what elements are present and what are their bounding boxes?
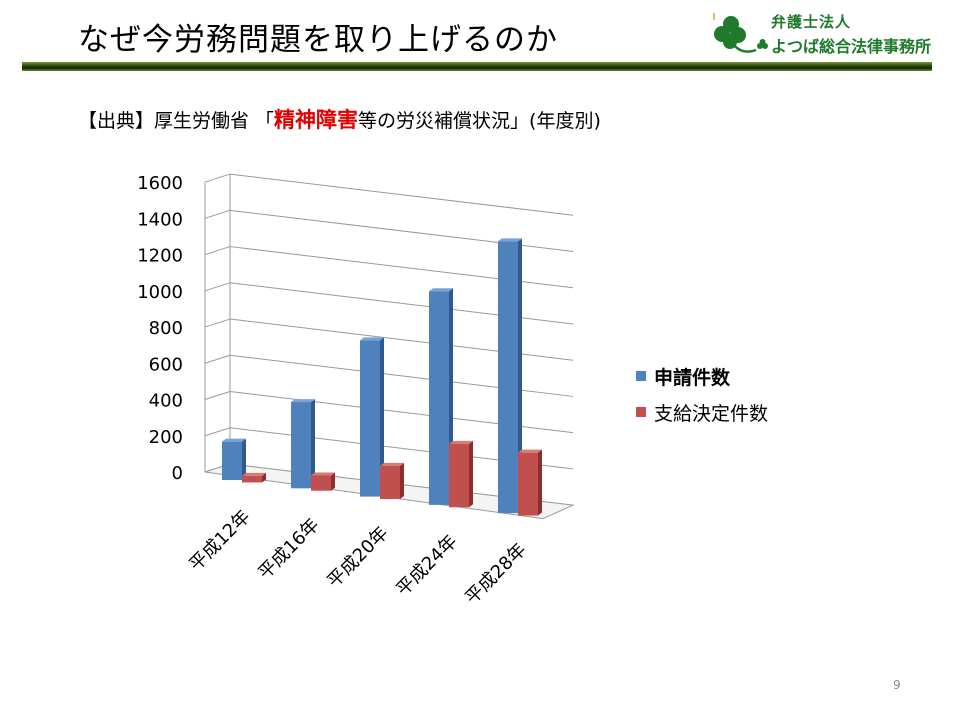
grid-line-left-6: [204, 246, 231, 256]
bar-top-1-4: [518, 449, 542, 453]
bar-0-0: [222, 441, 242, 481]
grid-line-left-1: [204, 427, 231, 437]
logo-firm-name: よつば総合法律事務所: [771, 37, 932, 56]
bar-side-1-1: [331, 472, 335, 491]
bar-0-3: [429, 291, 449, 505]
y-tick-label: 200: [149, 427, 183, 448]
bar-side-1-3: [469, 440, 473, 508]
grid-line-8: [229, 173, 574, 216]
logo-firm-type: 弁護士法人: [771, 13, 852, 31]
bar-side-0-4: [518, 238, 522, 514]
bar-side-1-2: [400, 462, 404, 499]
bar-top-1-2: [380, 462, 404, 466]
source-citation: 【出典】厚生労働省 「精神障害等の労災補償状況」(年度別): [78, 104, 601, 134]
bar-1-2: [380, 465, 400, 499]
bar-top-1-0: [242, 472, 266, 476]
bar-side-1-4: [538, 449, 542, 516]
x-tick-label: 平成24年: [392, 531, 461, 600]
grid-line-left-4: [204, 318, 231, 328]
y-tick-label: 1400: [137, 209, 183, 230]
source-highlight: 精神障害: [274, 108, 359, 132]
legend-swatch-1: [636, 407, 646, 417]
bar-0-2: [360, 340, 380, 497]
bar-1-1: [311, 475, 331, 491]
grid-line-left-5: [204, 282, 231, 292]
y-tick-label: 1200: [137, 246, 183, 267]
y-tick-label: 1600: [137, 173, 183, 194]
bar-side-0-2: [380, 337, 384, 497]
y-tick-label: 400: [149, 391, 183, 412]
bar-side-1-0: [262, 472, 266, 483]
bar-side-0-1: [311, 399, 315, 489]
x-tick-label: 平成12年: [185, 506, 254, 575]
source-suffix: 等の労災補償状況」(年度別): [358, 110, 601, 132]
legend-label: 申請件数: [654, 366, 731, 389]
slide-title: なぜ今労務問題を取り上げるのか: [78, 22, 558, 58]
legend-swatch-0: [636, 371, 646, 381]
x-tick-label: 平成16年: [254, 514, 323, 583]
x-tick-label: 平成20年: [323, 523, 392, 592]
y-tick-label: 0: [172, 463, 183, 484]
bar-1-3: [449, 443, 469, 508]
y-tick-label: 600: [149, 354, 183, 375]
source-prefix: 【出典】厚生労働省 「: [78, 110, 275, 132]
bar-top-1-1: [311, 472, 335, 476]
y-tick-label: 1000: [137, 282, 183, 303]
bar-top-0-3: [429, 288, 453, 292]
x-tick-label: 平成28年: [461, 539, 530, 608]
bar-side-0-0: [242, 438, 246, 481]
bar-top-0-4: [498, 238, 522, 242]
grid-line-left-7: [204, 209, 231, 219]
grid-line-left-8: [204, 173, 231, 183]
grid-line-left-3: [204, 354, 231, 364]
bar-0-1: [291, 402, 311, 489]
y-tick-label: 800: [149, 318, 183, 339]
clover-icon: [713, 13, 768, 53]
bar-top-0-0: [222, 438, 246, 442]
bar-top-0-2: [360, 337, 384, 341]
title-underline: [22, 62, 932, 71]
bar-0-4: [498, 241, 518, 514]
bar-top-1-3: [449, 440, 473, 444]
bar-top-0-1: [291, 399, 315, 403]
bar-1-0: [242, 475, 262, 483]
firm-logo: 弁護士法人 よつば総合法律事務所: [712, 10, 932, 60]
grid-line-left-2: [204, 391, 231, 400]
page-number: 9: [893, 678, 901, 692]
bar-1-4: [518, 452, 538, 516]
legend-label: 支給決定件数: [654, 403, 768, 425]
